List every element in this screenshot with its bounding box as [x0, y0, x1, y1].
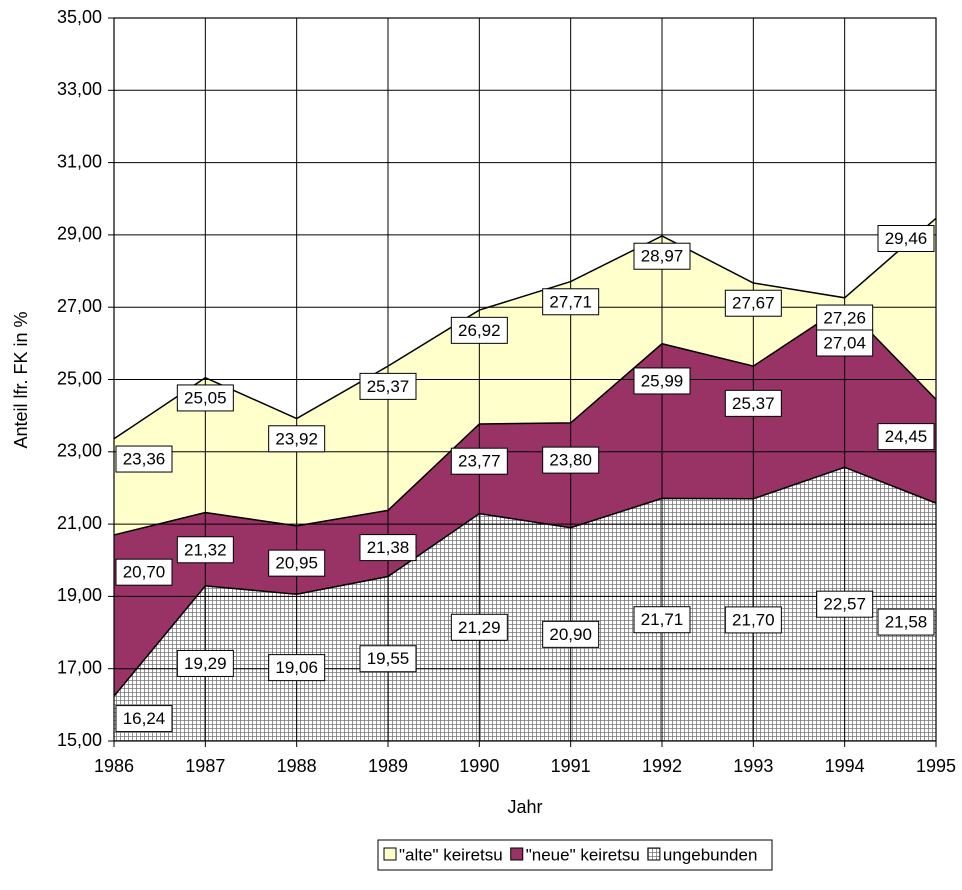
legend-label: ungebunden — [663, 845, 758, 864]
data-label: 19,06 — [275, 658, 318, 677]
data-label-box — [268, 549, 326, 577]
data-label-box — [115, 445, 173, 473]
legend-box — [377, 839, 773, 871]
data-label: 16,24 — [123, 709, 166, 728]
y-tick-label: 25,00 — [57, 368, 102, 388]
data-label-box — [450, 316, 508, 344]
data-label: 20,70 — [123, 563, 166, 582]
data-label-box — [724, 389, 782, 417]
data-label-box — [816, 304, 874, 332]
data-label-box — [176, 384, 234, 412]
data-label: 21,32 — [184, 540, 227, 559]
data-label: 23,92 — [275, 429, 318, 448]
data-label-box — [633, 606, 691, 634]
data-label: 23,77 — [458, 452, 501, 471]
x-tick-label: 1994 — [825, 756, 865, 776]
y-tick-label: 15,00 — [57, 730, 102, 750]
data-label: 27,71 — [549, 292, 592, 311]
plot-border — [113, 17, 937, 742]
data-label-box — [633, 367, 691, 395]
y-tick-label: 23,00 — [57, 441, 102, 461]
legend-swatch — [647, 847, 661, 861]
y-tick-label: 29,00 — [57, 224, 102, 244]
data-label: 27,26 — [823, 309, 866, 328]
data-label-box — [268, 425, 326, 453]
x-tick-label: 1988 — [277, 756, 317, 776]
x-tick-label: 1995 — [916, 756, 956, 776]
x-tick-label: 1987 — [185, 756, 225, 776]
data-label-box — [115, 705, 173, 733]
data-label: 27,04 — [823, 333, 866, 352]
data-label-box — [176, 536, 234, 564]
y-tick-label: 33,00 — [57, 79, 102, 99]
y-tick-label: 27,00 — [57, 296, 102, 316]
data-label-box — [450, 613, 508, 641]
data-label-box — [359, 372, 417, 400]
y-tick-label: 31,00 — [57, 151, 102, 171]
data-label: 21,29 — [458, 618, 501, 637]
legend-swatch — [383, 847, 397, 861]
data-label: 23,80 — [549, 451, 592, 470]
x-tick-label: 1990 — [459, 756, 499, 776]
x-tick-label: 1986 — [94, 756, 134, 776]
data-label-box — [816, 329, 874, 357]
data-label: 21,58 — [885, 613, 928, 632]
data-label-box — [359, 645, 417, 673]
data-label: 25,99 — [641, 371, 684, 390]
data-label-box — [542, 620, 600, 648]
data-label-box — [816, 590, 874, 618]
data-label-box — [877, 608, 935, 636]
legend-label: "alte" keiretsu — [399, 845, 503, 864]
data-label-box — [877, 225, 935, 253]
data-label: 19,29 — [184, 654, 227, 673]
x-tick-label: 1993 — [733, 756, 773, 776]
data-label: 23,36 — [123, 450, 166, 469]
x-axis-title: Jahr — [507, 797, 542, 817]
data-label-box — [359, 534, 417, 562]
y-tick-label: 17,00 — [57, 657, 102, 677]
data-label: 26,92 — [458, 321, 501, 340]
data-label-box — [115, 558, 173, 586]
data-label: 20,95 — [275, 554, 318, 573]
data-label: 29,46 — [885, 229, 928, 248]
data-label: 24,45 — [885, 427, 928, 446]
area-line — [113, 217, 937, 440]
area-line — [113, 304, 937, 536]
x-tick-label: 1991 — [551, 756, 591, 776]
data-label-box — [542, 446, 600, 474]
data-label: 25,37 — [732, 394, 775, 413]
y-tick-label: 21,00 — [57, 513, 102, 533]
data-label-box — [268, 654, 326, 682]
data-label-box — [724, 606, 782, 634]
data-label: 25,05 — [184, 388, 227, 407]
data-label: 28,97 — [641, 247, 684, 266]
legend-swatch — [510, 847, 524, 861]
area-line — [113, 466, 937, 697]
y-tick-label: 19,00 — [57, 585, 102, 605]
x-tick-label: 1992 — [642, 756, 682, 776]
data-label-box — [633, 242, 691, 270]
data-label: 22,57 — [823, 595, 866, 614]
data-label: 21,38 — [367, 538, 410, 557]
data-label: 21,70 — [732, 610, 775, 629]
data-label-box — [877, 423, 935, 451]
y-tick-label: 35,00 — [57, 7, 102, 27]
data-label: 20,90 — [549, 625, 592, 644]
data-label: 21,71 — [641, 610, 684, 629]
x-tick-label: 1989 — [368, 756, 408, 776]
data-label-box — [542, 288, 600, 316]
data-label-box — [450, 447, 508, 475]
y-axis-title: Anteil lfr. FK in % — [11, 311, 31, 448]
data-label-box — [724, 289, 782, 317]
data-label: 27,67 — [732, 294, 775, 313]
data-label: 25,37 — [367, 377, 410, 396]
data-label: 19,55 — [367, 649, 410, 668]
data-label-box — [176, 649, 234, 677]
legend-label: "neue" keiretsu — [526, 845, 640, 864]
